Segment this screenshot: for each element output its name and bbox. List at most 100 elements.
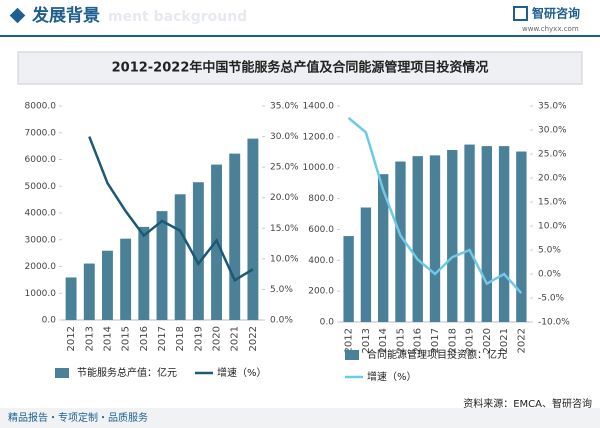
bar: [83, 263, 95, 320]
y2-tick-label: 30.0%: [538, 126, 567, 136]
y2-tick-label: 20.0%: [538, 174, 567, 184]
y2-tick-label: 0.0%: [270, 316, 293, 326]
bar: [247, 138, 259, 320]
legend-label: 合同能源管理项目投资额：亿元: [367, 348, 507, 361]
x-tick-label: 2013: [361, 328, 372, 353]
y-tick-label: 1200.0: [303, 132, 335, 142]
y-tick-label: 5000.0: [25, 182, 57, 192]
y2-tick-label: 10.0%: [270, 254, 299, 264]
y2-tick-label: 0.0%: [538, 270, 561, 280]
y2-tick-label: 35.0%: [270, 102, 299, 112]
bar: [378, 174, 389, 322]
line: [88, 136, 254, 283]
bar: [120, 238, 132, 320]
source: 资料来源：EMCA、智研咨询: [463, 397, 592, 410]
x-tick-label: 2015: [121, 326, 132, 351]
y2-tick-label: 15.0%: [270, 224, 299, 234]
y2-tick-label: 20.0%: [270, 193, 299, 203]
x-tick-label: 2013: [84, 326, 95, 351]
logo-icon: [513, 6, 528, 21]
x-tick-label: 2021: [499, 328, 510, 353]
y-tick-label: 0.0: [320, 318, 335, 328]
y-tick-label: 6000.0: [25, 155, 57, 165]
legend-label: 增速（%）: [367, 370, 417, 383]
footer-bar: [0, 408, 600, 428]
y2-tick-label: 25.0%: [270, 163, 299, 173]
bar: [65, 277, 77, 320]
bar: [174, 194, 186, 320]
y-tick-label: 400.0: [308, 256, 334, 266]
y-tick-label: 800.0: [308, 194, 334, 204]
y2-tick-label: 35.0%: [538, 102, 567, 112]
legend-swatch: [55, 368, 69, 378]
x-tick-label: 2022: [516, 328, 527, 353]
x-tick-label: 2014: [102, 326, 113, 351]
x-tick-label: 2016: [139, 326, 150, 351]
y-tick-label: 7000.0: [25, 128, 57, 138]
chart-title: 2012-2022年中国节能服务总产值及合同能源管理项目投资情况: [112, 60, 489, 76]
diamond-icon: [9, 7, 26, 24]
legend-label: 增速（%）: [217, 366, 267, 379]
x-tick-label: 2018: [175, 326, 186, 351]
y2-tick-label: 5.0%: [270, 285, 293, 295]
y-tick-label: 4000.0: [25, 209, 57, 219]
x-tick-label: 2015: [395, 328, 406, 353]
bar: [429, 155, 441, 322]
bar: [343, 236, 354, 322]
x-tick-label: 2020: [482, 328, 493, 353]
y2-tick-label: 10.0%: [538, 222, 567, 232]
x-tick-label: 2019: [465, 328, 476, 353]
x-tick-label: 2022: [248, 326, 259, 351]
bar: [516, 151, 527, 322]
bar: [481, 146, 492, 322]
y-tick-label: 3000.0: [25, 235, 57, 245]
y-tick-label: 600.0: [308, 225, 334, 235]
y-tick-label: 0.0: [42, 316, 57, 326]
x-tick-label: 2018: [447, 328, 458, 353]
legend-label: 节能服务总产值：亿元: [77, 366, 177, 379]
bar: [395, 161, 406, 322]
y-tick-label: 1400.0: [303, 102, 335, 112]
y-tick-label: 1000.0: [25, 289, 57, 299]
bar: [102, 250, 113, 320]
bar: [138, 226, 150, 320]
bar: [498, 146, 510, 322]
y2-tick-label: -10.0%: [538, 318, 570, 328]
x-tick-label: 2021: [230, 326, 241, 351]
title-box: [17, 51, 583, 85]
y-tick-label: 2000.0: [25, 262, 57, 272]
x-tick-label: 2017: [157, 326, 168, 351]
x-tick-label: 2014: [378, 328, 389, 353]
x-tick-label: 2020: [212, 326, 223, 351]
x-tick-label: 2012: [344, 328, 355, 353]
bar: [229, 153, 241, 320]
x-tick-label: 2016: [413, 328, 424, 353]
y2-tick-label: 30.0%: [270, 132, 299, 142]
header-rule: [0, 35, 600, 37]
section-subtitle: ment background: [108, 9, 247, 25]
bar: [464, 144, 475, 322]
y-tick-label: 1000.0: [303, 163, 335, 173]
slogan: 精品报告・专项定制・品质服务: [8, 411, 148, 424]
x-tick-label: 2019: [193, 326, 204, 351]
y-tick-label: 200.0: [308, 287, 334, 297]
bar: [156, 211, 168, 320]
x-tick-label: 2012: [66, 326, 77, 351]
y2-tick-label: -5.0%: [538, 294, 565, 304]
bar: [412, 156, 423, 322]
legend-swatch: [345, 350, 359, 360]
y2-tick-label: 15.0%: [538, 198, 567, 208]
bar: [447, 149, 458, 322]
section-title: 发展背景: [31, 5, 100, 26]
x-tick-label: 2017: [430, 328, 441, 353]
bar: [192, 182, 204, 320]
y2-tick-label: 25.0%: [538, 150, 567, 160]
url: www.chyxx.com: [522, 25, 579, 33]
line: [347, 117, 523, 295]
bar: [360, 207, 372, 322]
y2-tick-label: 5.0%: [538, 246, 561, 256]
brand: 智研咨询: [531, 6, 580, 21]
y-tick-label: 8000.0: [25, 102, 57, 112]
